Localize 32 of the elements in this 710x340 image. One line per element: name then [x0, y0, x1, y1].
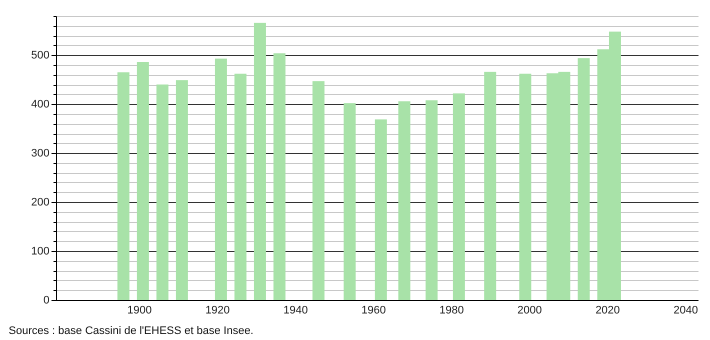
x-tick-label: 1920 — [205, 304, 230, 316]
bar — [426, 100, 438, 300]
bar — [273, 53, 286, 300]
bar — [117, 72, 130, 300]
x-tick-label: 1940 — [283, 304, 308, 316]
y-tick-label: 500 — [31, 50, 50, 62]
y-tick-label: 100 — [31, 246, 50, 258]
bar — [254, 22, 266, 300]
bar — [312, 81, 324, 300]
y-tick-label: 200 — [31, 196, 50, 209]
bar — [344, 103, 356, 300]
bar — [452, 93, 465, 300]
x-tick-label: 1960 — [361, 304, 386, 316]
x-tick-label: 1900 — [127, 304, 152, 316]
bar — [484, 72, 496, 300]
bar — [214, 58, 227, 300]
y-tick-label: 400 — [31, 98, 50, 111]
source-note: Sources : base Cassini de l'EHESS et base Insee. — [8, 325, 254, 337]
bar — [374, 119, 387, 300]
bar — [156, 84, 168, 300]
x-tick-label: 1980 — [439, 304, 464, 316]
bar — [398, 101, 410, 300]
x-tick-label: 2020 — [595, 304, 620, 316]
y-tick-label: 0 — [43, 294, 50, 306]
x-tick-label: 2040 — [673, 304, 698, 316]
bar — [234, 74, 246, 300]
x-tick-label: 2000 — [517, 304, 542, 316]
bar — [136, 62, 149, 300]
bar — [519, 74, 532, 300]
y-tick-label: 300 — [31, 148, 50, 160]
bar — [578, 58, 590, 300]
bar — [176, 80, 188, 300]
